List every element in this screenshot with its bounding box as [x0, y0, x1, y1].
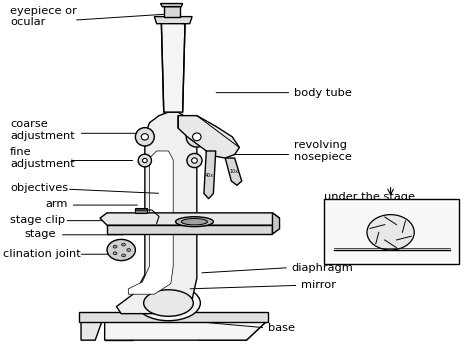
Text: 40x: 40x — [205, 173, 214, 178]
Circle shape — [113, 245, 117, 248]
Ellipse shape — [144, 290, 193, 316]
Polygon shape — [225, 158, 242, 185]
Ellipse shape — [136, 128, 155, 146]
Polygon shape — [199, 313, 265, 340]
Circle shape — [107, 239, 136, 261]
Ellipse shape — [186, 127, 208, 147]
Polygon shape — [100, 213, 280, 225]
Polygon shape — [105, 313, 133, 340]
Ellipse shape — [175, 217, 213, 226]
Text: stage clip: stage clip — [10, 215, 65, 225]
Text: stage: stage — [24, 229, 56, 239]
Circle shape — [122, 254, 126, 257]
Text: objectives: objectives — [10, 183, 68, 193]
Ellipse shape — [367, 215, 414, 250]
Text: under the stage: under the stage — [324, 192, 415, 202]
Ellipse shape — [192, 133, 201, 141]
Polygon shape — [160, 4, 182, 7]
Ellipse shape — [137, 285, 201, 321]
Polygon shape — [159, 303, 178, 312]
Text: base: base — [268, 323, 295, 333]
Text: revolving
nosepiece: revolving nosepiece — [294, 140, 352, 162]
Polygon shape — [136, 208, 147, 213]
Circle shape — [113, 252, 117, 255]
Text: fine
adjustment: fine adjustment — [10, 147, 75, 169]
Text: diaphragm: diaphragm — [292, 263, 353, 273]
Text: mirror: mirror — [301, 280, 336, 290]
Ellipse shape — [187, 153, 202, 168]
Polygon shape — [161, 22, 185, 112]
Ellipse shape — [182, 219, 208, 225]
Polygon shape — [107, 225, 273, 234]
Ellipse shape — [138, 154, 152, 167]
Text: coarse
adjustment: coarse adjustment — [10, 119, 75, 141]
Polygon shape — [117, 112, 197, 313]
Text: 10x: 10x — [229, 169, 239, 174]
Text: eyepiece or
ocular: eyepiece or ocular — [10, 6, 77, 27]
Polygon shape — [81, 313, 105, 340]
Ellipse shape — [141, 133, 148, 140]
Ellipse shape — [191, 158, 197, 163]
Circle shape — [127, 248, 131, 251]
Polygon shape — [105, 313, 265, 340]
Polygon shape — [164, 6, 180, 17]
Bar — [324, 199, 459, 264]
Polygon shape — [155, 17, 192, 24]
Ellipse shape — [143, 158, 147, 163]
Circle shape — [122, 243, 126, 246]
Text: body tube: body tube — [294, 88, 352, 98]
Polygon shape — [128, 151, 173, 294]
Polygon shape — [79, 312, 268, 322]
Polygon shape — [204, 151, 216, 199]
Text: clination joint: clination joint — [3, 248, 81, 258]
Polygon shape — [178, 116, 239, 158]
Text: arm: arm — [46, 199, 68, 209]
Polygon shape — [273, 213, 280, 234]
